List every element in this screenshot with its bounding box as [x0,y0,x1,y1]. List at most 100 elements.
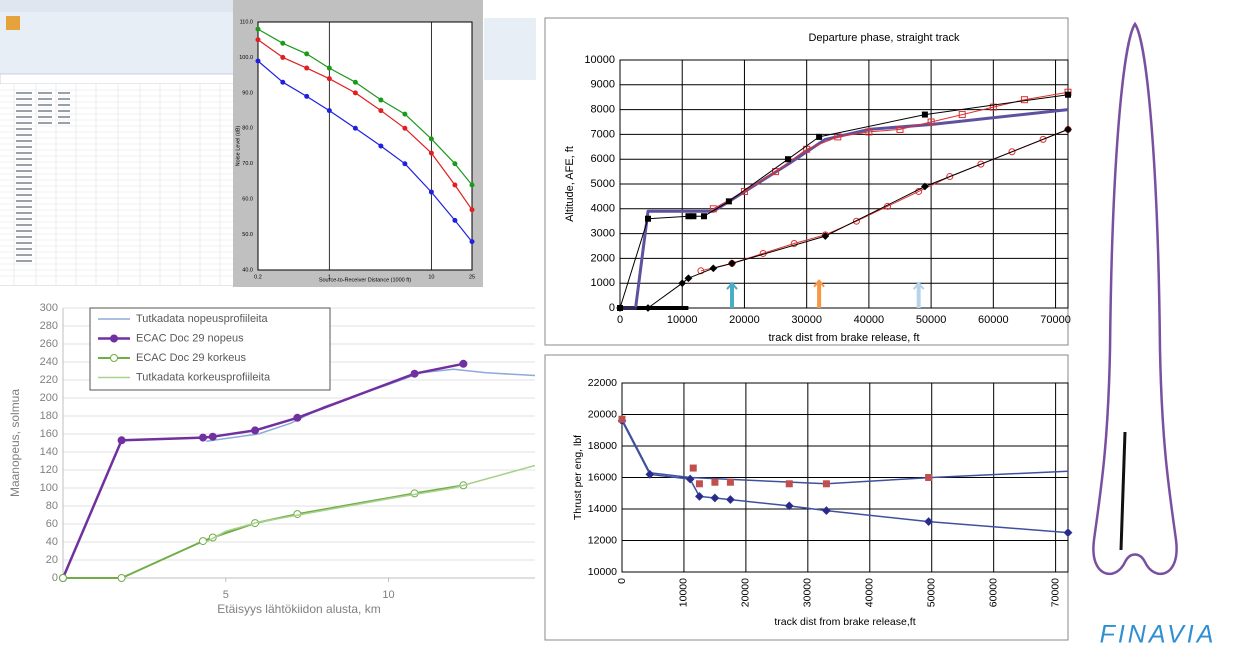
x-tick-label: 0 [617,314,623,326]
marker [470,240,474,244]
marker [353,91,357,95]
logo: FINAVIA [1100,621,1217,648]
x-tick-label: 25 [469,274,475,280]
y-tick-label: 220 [40,374,58,386]
ribbon [0,12,236,74]
chart: 0100020003000400050006000700080009000100… [545,18,1072,345]
marker [327,109,331,113]
y-tick-label: 120 [40,464,58,476]
y-tick-label: 40 [46,536,58,548]
x-tick-label: 40000 [864,578,876,607]
paste-icon [6,16,20,30]
chart: 0204060801001201401601802002202402602803… [0,287,536,625]
marker [403,126,407,130]
slide: 40.050.060.070.080.090.0100.0110.00.2110… [0,0,1235,648]
chart-title: Departure phase, straight track [808,32,960,44]
marker [453,218,457,222]
y-tick-label: 160 [40,428,58,440]
x-tick-label: 40000 [854,314,885,326]
x-tick-label: 0.2 [254,274,262,280]
marker [118,575,125,582]
y-axis-label: Maanopeus, solmua [8,389,22,497]
x-tick-label: 10 [428,274,434,280]
marker [727,479,734,486]
x-tick-label: 50000 [926,578,938,607]
y-tick-label: 6000 [591,153,615,165]
y-tick-label: 200 [40,392,58,404]
y-tick-label: 0 [52,572,58,584]
marker [690,213,696,219]
y-tick-label: 80.0 [242,126,253,132]
x-tick-label: 20000 [729,314,760,326]
y-tick-label: 7000 [591,128,615,140]
marker [281,55,285,59]
marker [256,38,260,42]
y-tick-label: 10000 [588,566,617,578]
legend-label: ECAC Doc 29 korkeus [136,352,247,364]
marker [453,162,457,166]
x-tick-label: 10000 [667,314,698,326]
plot-area [258,22,472,270]
x-axis-label: Source-to-Receiver Distance (1000 ft) [319,277,411,283]
y-tick-label: 1000 [591,277,615,289]
marker [403,112,407,116]
y-tick-label: 110.0 [240,19,253,25]
marker [786,480,793,487]
marker [645,216,651,222]
marker [305,66,309,70]
marker [701,213,707,219]
marker [925,474,932,481]
marker [379,144,383,148]
x-tick-label: 30000 [791,314,822,326]
marker [823,480,830,487]
legend-label: Tutkadata nopeusprofiileita [136,313,269,325]
marker [785,156,791,162]
marker [816,134,822,140]
y-axis-label: Noise Level (dB) [235,126,241,167]
marker [690,465,697,472]
marker [111,355,118,362]
x-axis-label: Etäisyys lähtökiidon alusta, km [217,602,380,616]
x-tick-label: 60000 [987,578,999,607]
x-tick-label: 10 [382,589,394,601]
x-tick-label: 70000 [1040,314,1071,326]
y-tick-label: 2000 [591,252,615,264]
y-tick-label: 100 [40,482,58,494]
x-axis-label: track dist from brake release, ft [769,332,920,344]
marker [922,112,928,118]
marker [353,126,357,130]
x-tick-label: 30000 [802,578,814,607]
marker [281,80,285,84]
y-tick-label: 50.0 [242,232,253,238]
marker [470,208,474,212]
marker [327,66,331,70]
marker [111,335,118,342]
marker [619,416,626,423]
y-tick-label: 260 [40,338,58,350]
y-tick-label: 60 [46,518,58,530]
marker [252,427,259,434]
y-tick-label: 4000 [591,203,615,215]
y-tick-label: 16000 [588,471,617,483]
y-tick-label: 8000 [591,104,615,116]
x-tick-label: 60000 [978,314,1009,326]
y-tick-label: 3000 [591,228,615,240]
x-axis-label: track dist from brake release,ft [774,616,915,628]
y-tick-label: 14000 [588,503,617,515]
marker [379,98,383,102]
y-tick-label: 180 [40,410,58,422]
y-tick-label: 12000 [588,534,617,546]
y-tick-label: 20 [46,554,58,566]
marker [726,198,732,204]
ribbon-right [484,18,536,80]
marker [305,94,309,98]
marker [294,414,301,421]
marker [696,480,703,487]
marker [199,434,206,441]
x-tick-label: 10000 [678,578,690,607]
marker [403,162,407,166]
marker [118,437,125,444]
y-tick-label: 40.0 [242,267,253,273]
